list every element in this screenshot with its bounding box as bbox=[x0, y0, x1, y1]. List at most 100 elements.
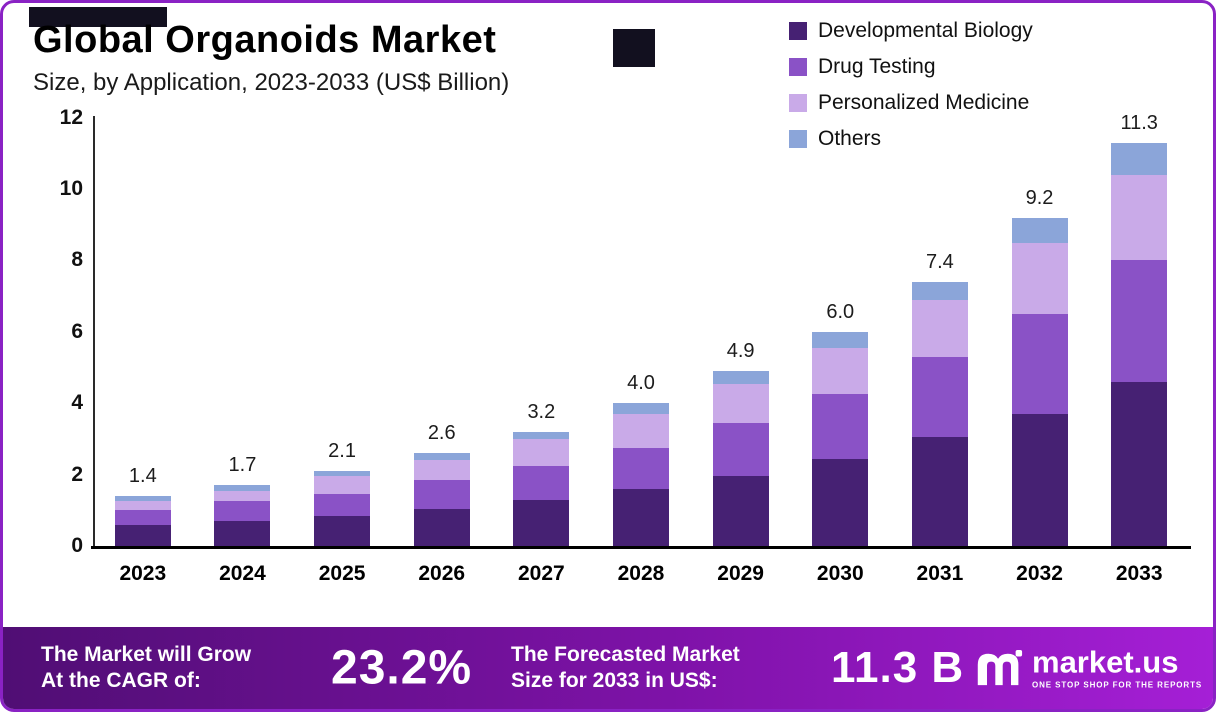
bar-segment bbox=[513, 431, 570, 439]
forecast-label: The Forecasted Market Size for 2033 in U… bbox=[511, 642, 740, 694]
y-tick-label: 6 bbox=[71, 319, 83, 343]
x-axis-line bbox=[91, 546, 1191, 549]
bar-segment bbox=[612, 488, 669, 546]
x-tick-label: 2027 bbox=[517, 562, 565, 585]
bar-segment bbox=[413, 453, 470, 461]
bar-value-label: 11.3 bbox=[1120, 111, 1158, 134]
bar-segment bbox=[214, 501, 271, 522]
legend-swatch-personalized-medicine bbox=[789, 94, 807, 112]
plot-area: 1.4 2023 1.7 2024 2.1 2025 2.6 2026 3.2 2027 4.0 20… bbox=[93, 112, 1189, 585]
bar-group: 9.2 2032 bbox=[990, 118, 1090, 585]
bar-segment bbox=[911, 356, 968, 438]
bar-segment bbox=[413, 460, 470, 480]
bar-segment bbox=[712, 476, 769, 546]
y-axis-line bbox=[93, 116, 95, 548]
bar-segment bbox=[1111, 260, 1168, 382]
bar-segment bbox=[214, 521, 271, 546]
x-tick-label: 2028 bbox=[617, 562, 665, 585]
bar-segment bbox=[413, 479, 470, 509]
bar-segment bbox=[812, 394, 869, 459]
title-accent-bar bbox=[29, 7, 167, 27]
bar-group: 2.1 2025 bbox=[292, 118, 392, 585]
bar-group: 3.2 2027 bbox=[492, 118, 592, 585]
bar-segment bbox=[214, 485, 271, 491]
footer-banner: The Market will Grow At the CAGR of: 23.… bbox=[3, 627, 1213, 709]
brand-text: market.us ONE STOP SHOP FOR THE REPORTS bbox=[1032, 644, 1202, 690]
bar-segment bbox=[712, 371, 769, 384]
bar-group: 11.3 2033 bbox=[1089, 112, 1189, 585]
legend-label: Drug Testing bbox=[818, 55, 936, 78]
bar-segment bbox=[612, 413, 669, 448]
bar-segment bbox=[413, 508, 470, 546]
bar-group: 6.0 2030 bbox=[790, 118, 890, 585]
bar-value-label: 1.7 bbox=[228, 454, 257, 477]
x-tick-label: 2029 bbox=[717, 562, 764, 585]
bar-stack bbox=[214, 485, 271, 546]
bar-group: 4.9 2029 bbox=[691, 118, 791, 585]
y-tick-label: 4 bbox=[71, 391, 83, 415]
bar-value-label: 9.2 bbox=[1025, 186, 1054, 209]
bar-segment bbox=[712, 422, 769, 477]
legend-label: Developmental Biology bbox=[818, 19, 1033, 42]
legend-swatch-drug-testing bbox=[789, 58, 807, 76]
brand-name: market.us bbox=[1032, 644, 1179, 680]
bar-stack bbox=[413, 453, 470, 546]
y-tick-label: 10 bbox=[59, 177, 83, 200]
bar-segment bbox=[812, 331, 869, 348]
forecast-value: 11.3 B bbox=[831, 643, 965, 692]
bar-stack bbox=[612, 403, 669, 546]
bar-group: 2.6 2026 bbox=[392, 118, 492, 585]
bar-segment bbox=[114, 501, 171, 511]
bar-segment bbox=[114, 496, 171, 502]
bar-group: 4.0 2028 bbox=[591, 118, 691, 585]
bar-stack bbox=[911, 281, 968, 546]
bar-segment bbox=[612, 447, 669, 489]
y-axis: 0 2 4 6 8 10 12 bbox=[31, 106, 83, 557]
y-tick-label: 8 bbox=[71, 248, 83, 272]
legend-item-others: Others bbox=[789, 127, 1033, 151]
cagr-label-line2: At the CAGR of: bbox=[41, 669, 201, 692]
x-tick-label: 2023 bbox=[119, 562, 167, 585]
y-tick-label: 0 bbox=[71, 534, 83, 557]
legend-item-developmental-biology: Developmental Biology bbox=[789, 19, 1033, 43]
bar-value-label: 7.4 bbox=[925, 250, 954, 273]
bar-segment bbox=[314, 471, 371, 477]
x-tick-label: 2025 bbox=[318, 562, 366, 585]
x-tick-label: 2030 bbox=[816, 562, 864, 585]
y-tick-label: 12 bbox=[59, 105, 83, 129]
x-tick-label: 2031 bbox=[916, 562, 964, 585]
forecast-label-line2: Size for 2033 in US$: bbox=[511, 669, 718, 692]
bar-segment bbox=[314, 476, 371, 495]
bar-stack bbox=[1111, 142, 1168, 546]
bar-segment bbox=[911, 437, 968, 546]
bar-segment bbox=[812, 458, 869, 546]
x-tick-label: 2026 bbox=[418, 562, 466, 585]
forecast-label-line1: The Forecasted Market bbox=[511, 643, 740, 666]
bar-segment bbox=[812, 347, 869, 395]
bar-value-label: 2.1 bbox=[328, 440, 356, 463]
bar-segment bbox=[911, 281, 968, 300]
bar-segment bbox=[1011, 313, 1068, 414]
marketus-logo: market.us ONE STOP SHOP FOR THE REPORTS bbox=[975, 644, 1202, 690]
bar-group: 1.4 2023 bbox=[93, 118, 193, 585]
y-tick-label: 2 bbox=[71, 462, 83, 486]
bar-group: 7.4 2031 bbox=[890, 118, 990, 585]
bar-segment bbox=[314, 515, 371, 546]
bar-stack bbox=[1011, 217, 1068, 546]
x-tick-label: 2032 bbox=[1016, 562, 1063, 585]
bar-segment bbox=[513, 438, 570, 466]
bar-segment bbox=[513, 465, 570, 500]
bar-segment bbox=[1111, 381, 1168, 546]
bar-segment bbox=[1111, 142, 1168, 175]
bar-value-label: 4.0 bbox=[627, 372, 655, 395]
bar-value-label: 3.2 bbox=[527, 400, 556, 423]
bar-value-label: 6.0 bbox=[826, 300, 855, 323]
bar-stack bbox=[314, 471, 371, 546]
bar-segment bbox=[1111, 174, 1168, 261]
legend-label: Others bbox=[818, 127, 882, 150]
bar-segment bbox=[513, 499, 570, 546]
bar-group: 1.7 2024 bbox=[193, 118, 293, 585]
bar-segment bbox=[314, 494, 371, 516]
chart-subtitle: Size, by Application, 2023-2033 (US$ Bil… bbox=[33, 69, 510, 96]
